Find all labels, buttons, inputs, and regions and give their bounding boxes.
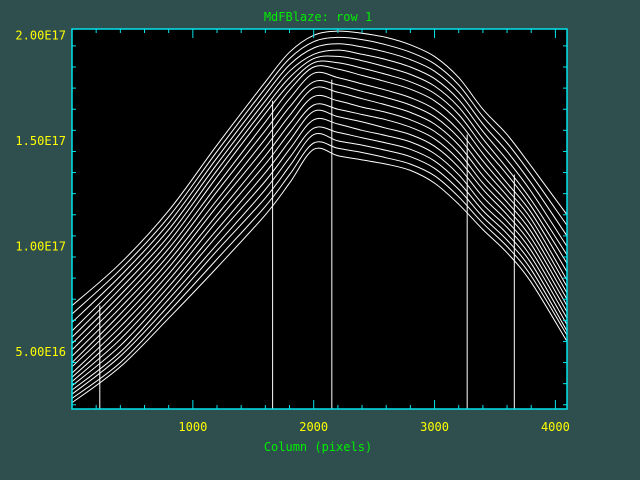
chart-title: MdFBlaze: row 1 (264, 10, 372, 24)
series-line-14 (71, 55, 568, 338)
series-line-11 (71, 71, 568, 357)
x-tick-label-3000: 3000 (420, 420, 449, 434)
series-line-12 (71, 65, 568, 351)
y-tick-label-1.00E17: 1.00E17 (15, 239, 66, 253)
plot-area (72, 29, 567, 409)
series-line-1 (71, 147, 568, 404)
y-tick-label-5.00E16: 5.00E16 (15, 345, 66, 359)
y-tick-labels: 5.00E16 1.00E17 1.50E17 2.00E17 (15, 28, 66, 359)
plot-frame (71, 28, 568, 410)
series-line-2 (71, 141, 568, 399)
series-line-9 (71, 86, 568, 368)
series-line-3 (71, 133, 568, 395)
series-line-6 (71, 109, 568, 382)
y-tick-label-2.00E17: 2.00E17 (15, 28, 66, 42)
series-line-5 (71, 117, 568, 387)
series-line-15 (71, 49, 568, 332)
series-line-18 (71, 30, 568, 306)
x-tick-labels: 1000 2000 3000 4000 (178, 420, 569, 434)
series-line-4 (71, 126, 568, 391)
x-tick-label-1000: 1000 (178, 420, 207, 434)
series-group (71, 30, 568, 404)
x-tick-label-4000: 4000 (541, 420, 570, 434)
series-line-16 (71, 43, 568, 323)
axis-ticks (72, 29, 567, 409)
x-tick-label-2000: 2000 (299, 420, 328, 434)
series-line-10 (71, 80, 568, 363)
vertical-marker-group (99, 79, 515, 409)
series-line-8 (71, 94, 568, 374)
x-axis-label: Column (pixels) (264, 440, 372, 454)
series-line-7 (71, 103, 568, 378)
y-tick-label-1.50E17: 1.50E17 (15, 134, 66, 148)
series-line-17 (71, 36, 568, 315)
series-line-13 (71, 60, 568, 344)
